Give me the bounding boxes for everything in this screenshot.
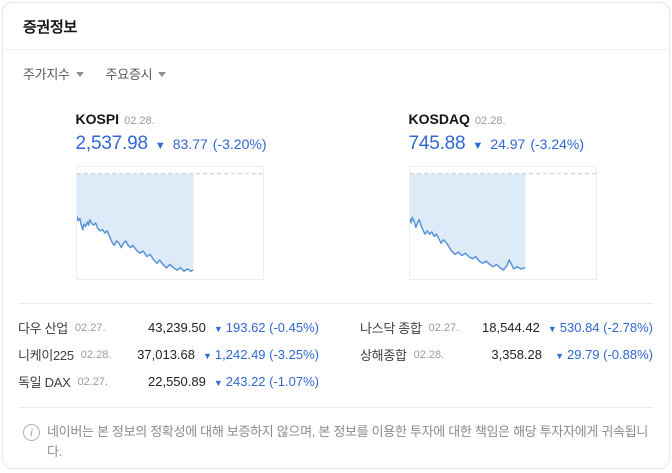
page-title: 증권정보 <box>23 19 78 36</box>
kosdaq-chart <box>408 166 597 280</box>
world-index-value: 18,544.42 <box>482 320 540 335</box>
down-triangle-icon: ▼ <box>203 351 212 361</box>
tab-label: 주요증시 <box>105 67 153 82</box>
world-index-date: 02.27. <box>74 321 106 334</box>
index-name[interactable]: KOSPI <box>75 111 120 127</box>
world-index-name[interactable]: 상해종합 <box>360 348 407 363</box>
down-triangle-icon: ▼ <box>213 378 223 388</box>
table-row-nasdaq[interactable]: 나스닥 종합 02.27. 18,544.42 ▼ 530.84 (-2.78%) <box>360 314 653 341</box>
index-change: 83.77 <box>172 136 208 152</box>
world-index-name[interactable]: 나스닥 종합 <box>360 321 422 336</box>
info-icon: i <box>23 424 40 441</box>
kosdaq-quote: 745.88 ▼ 24.97 (-3.24%) <box>409 133 597 155</box>
world-index-date: 02.27. <box>428 321 460 334</box>
world-indices-right-column: 나스닥 종합 02.27. 18,544.42 ▼ 530.84 (-2.78%)… <box>336 314 669 395</box>
kospi-panel: KOSPI 02.28. 2,537.98 ▼ 83.77 (-3.20%) <box>3 111 336 280</box>
tab-stock-index[interactable]: 주가지수 <box>23 64 84 83</box>
section-divider <box>19 303 653 304</box>
kospi-chart <box>75 166 264 280</box>
down-triangle-icon: ▼ <box>472 140 484 152</box>
chevron-down-icon <box>75 71 84 77</box>
index-value: 2,537.98 <box>75 133 149 154</box>
disclaimer: i 네이버는 본 정보의 정확성에 대해 보증하지 않으며, 본 정보를 이용한… <box>3 408 669 462</box>
table-row-shanghai[interactable]: 상해종합 02.28. 3,358.28 ▼ 29.79 (-0.88%) <box>360 341 653 368</box>
table-row-dax[interactable]: 독일 DAX 02.27. 22,550.89 ▼ 243.22 (-1.07%) <box>18 368 319 395</box>
world-index-name[interactable]: 독일 DAX <box>18 375 71 390</box>
index-change-pct: (-3.20%) <box>212 136 267 152</box>
index-charts-section: KOSPI 02.28. 2,537.98 ▼ 83.77 (-3.20%) K… <box>3 96 669 280</box>
index-value: 745.88 <box>408 133 466 154</box>
index-date: 02.28. <box>474 115 506 127</box>
tab-bar: 주가지수 주요증시 <box>3 49 669 96</box>
table-row-nikkei[interactable]: 니케이225 02.28. 37,013.68 ▼ 1,242.49 (-3.25… <box>18 341 319 368</box>
world-index-change: ▼ 29.79 (-0.88%) <box>555 347 653 362</box>
world-index-value: 3,358.28 <box>491 347 542 362</box>
widget-header: 증권정보 <box>3 3 669 49</box>
world-indices-table: 다우 산업 02.27. 43,239.50 ▼ 193.62 (-0.45%) … <box>3 304 669 407</box>
world-index-name[interactable]: 니케이225 <box>18 348 74 363</box>
down-triangle-icon: ▼ <box>555 351 564 361</box>
kospi-quote: 2,537.98 ▼ 83.77 (-3.20%) <box>75 133 267 155</box>
table-row-dow[interactable]: 다우 산업 02.27. 43,239.50 ▼ 193.62 (-0.45%) <box>18 314 319 341</box>
world-index-value: 43,239.50 <box>148 320 206 335</box>
world-index-date: 02.28. <box>80 348 112 361</box>
world-index-name[interactable]: 다우 산업 <box>18 321 68 336</box>
tab-label: 주가지수 <box>23 67 70 82</box>
world-indices-left-column: 다우 산업 02.27. 43,239.50 ▼ 193.62 (-0.45%) … <box>3 314 336 395</box>
kosdaq-header: KOSDAQ 02.28. <box>409 111 597 127</box>
index-name[interactable]: KOSDAQ <box>408 111 470 127</box>
kospi-header: KOSPI 02.28. <box>76 111 264 127</box>
section-divider <box>19 407 653 408</box>
world-index-value: 37,013.68 <box>137 347 195 362</box>
world-index-change: ▼ 1,242.49 (-3.25%) <box>203 347 319 362</box>
world-index-change: ▼ 193.62 (-0.45%) <box>213 320 319 335</box>
down-triangle-icon: ▼ <box>547 324 557 334</box>
world-index-value: 22,550.89 <box>148 374 206 389</box>
index-change-pct: (-3.24%) <box>530 136 585 152</box>
disclaimer-text: 네이버는 본 정보의 정확성에 대해 보증하지 않으며, 본 정보를 이용한 투… <box>47 424 649 460</box>
world-index-change: ▼ 243.22 (-1.07%) <box>213 374 319 389</box>
kosdaq-panel: KOSDAQ 02.28. 745.88 ▼ 24.97 (-3.24%) <box>336 111 669 280</box>
down-triangle-icon: ▼ <box>213 324 223 334</box>
world-index-date: 02.28. <box>413 348 445 361</box>
world-index-change: ▼ 530.84 (-2.78%) <box>547 320 653 335</box>
index-date: 02.28. <box>124 115 155 127</box>
tab-major-markets[interactable]: 주요증시 <box>106 64 167 83</box>
chevron-down-icon <box>158 71 167 77</box>
down-triangle-icon: ▼ <box>154 140 166 152</box>
index-change: 24.97 <box>490 136 526 152</box>
world-index-date: 02.27. <box>77 375 109 388</box>
